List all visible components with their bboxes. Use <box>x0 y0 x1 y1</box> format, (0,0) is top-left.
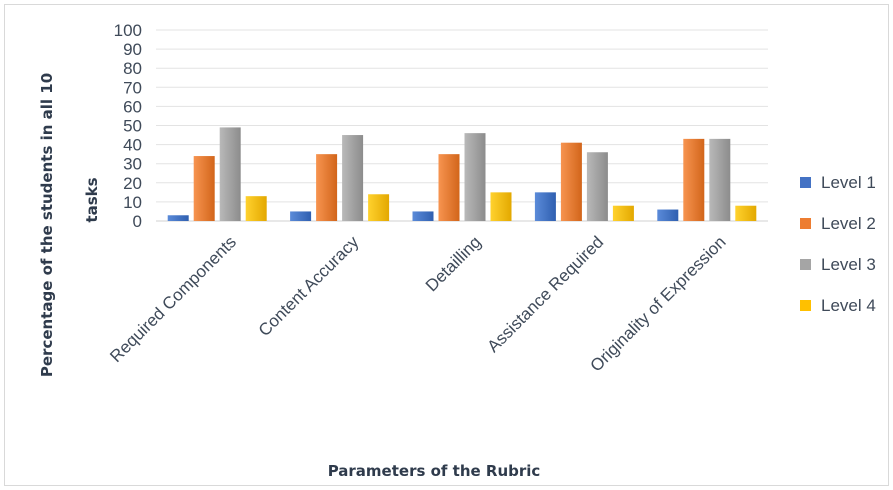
y-axis-title-line2: tasks <box>83 177 101 222</box>
y-tick-label: 90 <box>123 40 142 59</box>
bar <box>245 196 267 221</box>
bar <box>219 127 241 221</box>
legend: Level 1 Level 2 Level 3 Level 4 <box>800 173 876 315</box>
y-tick-label: 10 <box>123 193 142 212</box>
bar <box>735 205 757 221</box>
bar <box>560 142 582 221</box>
legend-swatch <box>800 177 811 188</box>
x-category-label: Required Components <box>106 232 240 366</box>
bar <box>709 138 731 221</box>
y-tick-label: 30 <box>123 155 142 174</box>
bar <box>657 209 679 221</box>
y-axis-title: Percentage of the students in all 10 <box>38 73 56 377</box>
x-axis-categories: Required Components Content Accuracy Detai… <box>106 232 729 375</box>
gridlines <box>156 29 768 222</box>
bar <box>612 205 634 221</box>
x-axis-title: Parameters of the Rubric <box>328 462 541 480</box>
bar <box>464 133 486 221</box>
bar <box>412 211 434 221</box>
bar <box>534 192 556 221</box>
legend-swatch <box>800 300 811 311</box>
bar <box>193 156 215 221</box>
bar <box>342 135 364 221</box>
legend-swatch <box>800 218 811 229</box>
bar <box>368 194 390 221</box>
y-tick-label: 0 <box>133 212 142 231</box>
y-tick-label: 20 <box>123 174 142 193</box>
legend-label: Level 4 <box>821 296 876 315</box>
x-category-label: Content Accuracy <box>255 232 363 340</box>
bar <box>290 211 312 221</box>
bar <box>167 215 189 221</box>
y-tick-label: 100 <box>114 21 142 40</box>
y-tick-label: 80 <box>123 59 142 78</box>
legend-label: Level 1 <box>821 173 876 192</box>
legend-swatch <box>800 259 811 270</box>
bar <box>490 192 512 221</box>
legend-label: Level 2 <box>821 214 876 233</box>
bars <box>167 127 757 221</box>
bar <box>438 154 460 221</box>
y-tick-label: 50 <box>123 117 142 136</box>
bar <box>586 152 608 221</box>
legend-label: Level 3 <box>821 255 876 274</box>
y-tick-label: 40 <box>123 136 142 155</box>
x-category-label: Assistance Required <box>484 232 608 356</box>
bar <box>683 138 705 221</box>
y-tick-label: 70 <box>123 78 142 97</box>
chart-frame <box>4 4 889 486</box>
y-tick-label: 60 <box>123 97 142 116</box>
bar <box>316 154 338 221</box>
x-category-label: Detailling <box>422 232 485 295</box>
x-category-label: Originality of Expression <box>587 232 730 375</box>
